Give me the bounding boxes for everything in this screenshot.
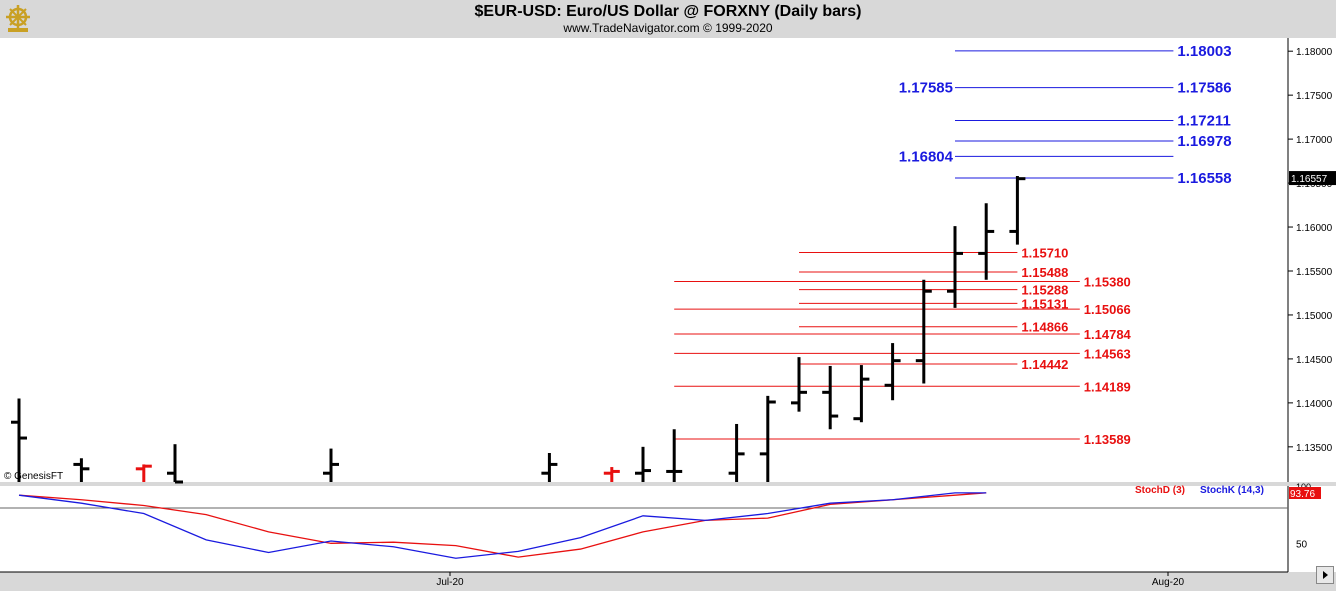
- ohlc-bar: [978, 203, 995, 280]
- last-price-box: [1289, 171, 1336, 186]
- price-panel-background: [0, 38, 1288, 482]
- level-label: 1.15131: [1021, 296, 1068, 311]
- level-label: 1.14442: [1021, 357, 1068, 372]
- levels-layer: 1.18003 1.17585 1.17586 1.17211 1.16978 1.168…: [674, 43, 1232, 447]
- ohlc-bar: [822, 365, 839, 430]
- level-label: 1.15710: [1021, 246, 1068, 261]
- chevron-right-icon: [1323, 571, 1328, 579]
- price-tick-label: 1.17500: [1296, 91, 1333, 102]
- level-right-label: 1.18003: [1177, 43, 1231, 60]
- ship-wheel-logo-icon: [4, 3, 32, 33]
- price-axis-background: [1288, 38, 1336, 482]
- ohlc-bar: [73, 458, 90, 482]
- chart-title: $EUR-USD: Euro/US Dollar @ FORXNY (Daily…: [474, 3, 862, 20]
- level-left-label: 1.16804: [899, 148, 954, 165]
- date-tick-label: Jul-20: [436, 577, 464, 588]
- ohlc-bar: [884, 343, 901, 401]
- ohlc-bar: [135, 464, 152, 482]
- ohlc-bar: [11, 398, 27, 482]
- chart-header: $EUR-USD: Euro/US Dollar @ FORXNY (Daily…: [0, 0, 1336, 38]
- level-right-label: 1.16558: [1177, 170, 1231, 187]
- stoch-layer: StochD (3) StochK (14,3): [18, 485, 1264, 559]
- level-label: 1.14563: [1084, 346, 1131, 361]
- stoch-tick-label: 50: [1296, 539, 1308, 550]
- stoch-last-value-label: 93.76: [1290, 489, 1315, 500]
- level-left-label: 1.17585: [899, 80, 953, 97]
- level-right-label: 1.17586: [1177, 80, 1231, 97]
- ohlc-bar: [635, 446, 651, 482]
- bars-layer: [11, 176, 1026, 484]
- price-tick-label: 1.16000: [1296, 223, 1333, 234]
- ohlc-bar: [1009, 176, 1026, 245]
- price-tick-label: 1.13500: [1296, 443, 1333, 454]
- date-tick-label: Aug-20: [1152, 577, 1185, 588]
- copyright-label: © GenesisFT: [4, 471, 63, 482]
- level-label: 1.15288: [1021, 283, 1068, 298]
- ohlc-bar: [791, 357, 807, 412]
- axis-layer: 1.13500 1.14000 1.14500 1.15000 1.15500 1.160…: [0, 47, 1336, 588]
- price-tick-label: 1.14500: [1296, 355, 1333, 366]
- level-label: 1.14866: [1021, 320, 1068, 335]
- stochk-legend-label: StochK (14,3): [1200, 485, 1264, 496]
- last-price-label: 1.16557: [1291, 174, 1328, 185]
- scroll-right-button[interactable]: [1316, 566, 1334, 584]
- price-tick-label: 1.15500: [1296, 267, 1333, 278]
- level-label: 1.15066: [1084, 302, 1131, 317]
- ohlc-bar: [947, 226, 963, 308]
- stoch-series-line: [18, 492, 987, 559]
- price-tick-label: 1.17000: [1296, 135, 1333, 146]
- price-tick-label: 1.18000: [1296, 47, 1333, 58]
- stoch-series-line: [18, 492, 987, 558]
- ohlc-bar: [759, 395, 776, 482]
- level-right-label: 1.16978: [1177, 133, 1231, 150]
- ohlc-bar: [541, 452, 558, 482]
- level-right-label: 1.17211: [1177, 113, 1230, 130]
- stoch-last-value-box: [1289, 487, 1321, 499]
- ohlc-bar: [853, 365, 870, 423]
- ohlc-bar: [323, 448, 339, 482]
- price-tick-label: 1.15000: [1296, 311, 1333, 322]
- level-label: 1.13589: [1084, 432, 1131, 447]
- ohlc-bar: [603, 467, 620, 482]
- stoch-panel-background: [0, 486, 1288, 572]
- level-label: 1.14784: [1084, 327, 1132, 342]
- ohlc-bar: [167, 444, 183, 484]
- level-label: 1.15488: [1021, 265, 1068, 280]
- chart-subtitle: www.TradeNavigator.com © 1999-2020: [563, 21, 773, 35]
- stoch-axis-background: [1288, 486, 1336, 572]
- ohlc-bar: [915, 279, 932, 384]
- ohlc-bar: [728, 423, 745, 482]
- ohlc-bar: [666, 429, 683, 482]
- level-label: 1.14189: [1084, 379, 1131, 394]
- stochd-legend-label: StochD (3): [1135, 485, 1185, 496]
- price-tick-label: 1.14000: [1296, 399, 1333, 410]
- level-label: 1.15380: [1084, 275, 1131, 290]
